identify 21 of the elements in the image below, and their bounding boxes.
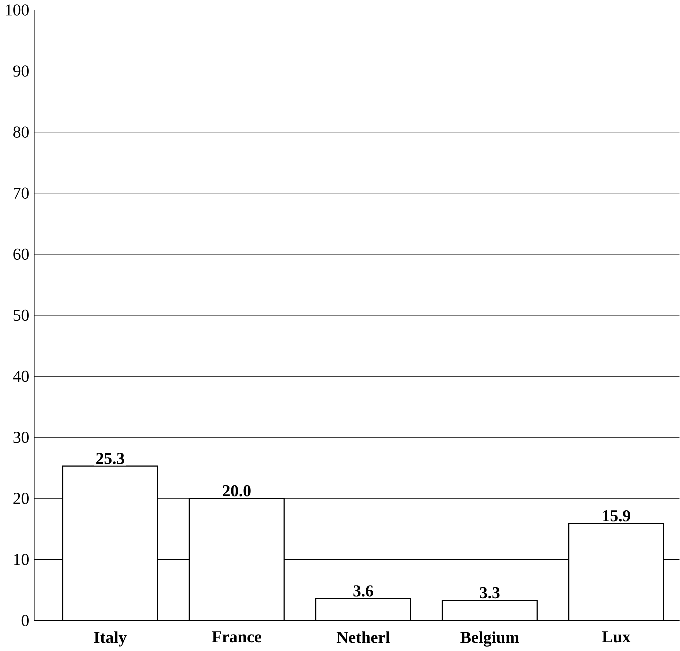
y-tick-label: 10	[14, 554, 29, 566]
y-tick-label: 0	[22, 614, 29, 626]
x-tick-label: Belgium	[460, 631, 520, 647]
y-tick-label: 80	[14, 126, 29, 138]
y-tick-label: 100	[6, 4, 29, 16]
x-tick-label: Netherl	[336, 631, 390, 644]
data-label: 3.6	[354, 585, 374, 597]
y-tick-label: 30	[14, 432, 29, 443]
y-tick-label: 60	[14, 248, 29, 260]
data-label: 25.3	[96, 452, 124, 464]
data-label: 3.3	[480, 587, 500, 598]
y-tick-label: 20	[14, 492, 29, 504]
y-tick-label: 70	[14, 188, 29, 199]
x-tick-label: France	[212, 631, 262, 642]
y-tick-label: 40	[13, 370, 29, 382]
x-tick-label: Italy	[94, 631, 127, 647]
x-tick-label: Lux	[602, 631, 631, 642]
y-tick-label: 50	[14, 310, 29, 321]
data-label: 20.0	[223, 485, 251, 496]
data-label: 15.9	[603, 510, 630, 522]
y-tick-label: 90	[14, 65, 29, 77]
